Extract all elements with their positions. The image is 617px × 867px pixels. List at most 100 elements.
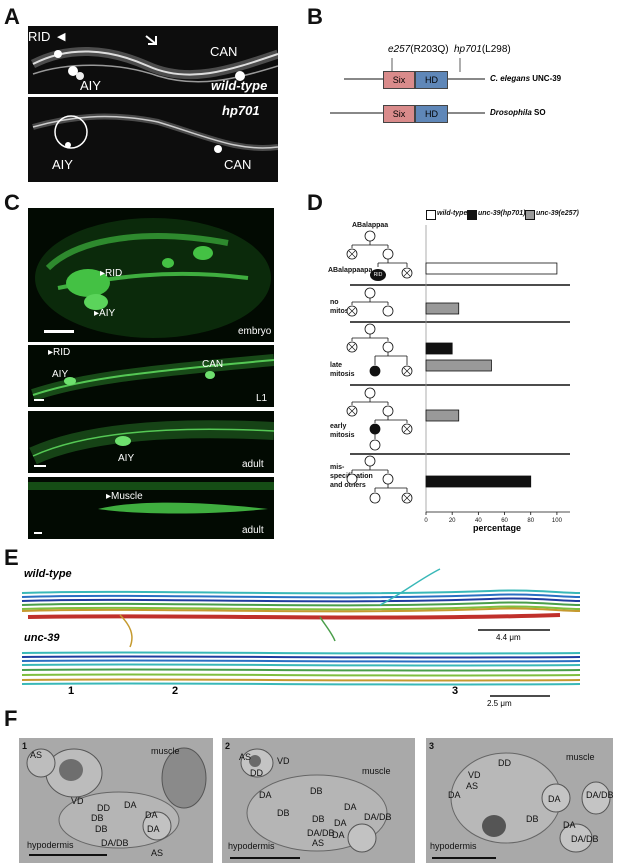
wt-branch-2 xyxy=(319,616,336,642)
l1-fluorescence-image xyxy=(31,354,274,401)
row-no-mitosis: no mitosis xyxy=(330,299,355,315)
tree4-mid xyxy=(382,405,394,417)
wt-axon-5 xyxy=(21,607,581,613)
legend-e257-label: unc-39(e257) xyxy=(536,210,579,217)
lineage-bottom-label: ABalappaapa xyxy=(328,267,373,274)
x-tick-label-40: 40 xyxy=(475,518,482,524)
tree5-bottom xyxy=(369,492,381,504)
scale-bar-adult1 xyxy=(34,465,46,467)
tree2-mid xyxy=(382,305,394,317)
em-2-label-8: DA/DB xyxy=(364,812,392,822)
stage-embryo: embryo xyxy=(238,326,272,337)
x-tick-label-60: 60 xyxy=(501,518,508,524)
em-section-number-2: 2 xyxy=(225,741,231,751)
wt-axon-3 xyxy=(21,601,581,607)
tree4-root xyxy=(364,387,376,399)
label-can: CAN xyxy=(210,44,238,59)
em-section-1 xyxy=(26,747,207,856)
scale-bar-adult2 xyxy=(34,532,42,534)
em-1-label-8: DA xyxy=(147,824,160,834)
em-2-label-5: DB xyxy=(310,786,323,796)
mutation-hp701: hp701(L298) xyxy=(454,44,511,55)
mut-axon-6 xyxy=(21,678,581,682)
em-3-label-9: DA/DB xyxy=(571,834,599,844)
panel-f-em-2: 2 AS VD DD muscle DA DB DB DA DA/DB DB DA DA/DB AS DA h… xyxy=(222,738,415,863)
em-1-label-10: AS xyxy=(151,848,164,858)
scale-4-4um: 4.4 μm xyxy=(496,633,521,642)
legend-e257-swatch xyxy=(525,210,535,220)
panel-label-b: B xyxy=(307,4,323,29)
label-aiy: AIY xyxy=(80,78,101,93)
tree4-black xyxy=(369,423,381,435)
l1-aiy-label: AIY xyxy=(52,369,69,380)
panel-label-a: A xyxy=(4,4,20,29)
panel-a-wildtype-image: RID ◀ CAN AIY wild-type xyxy=(28,26,278,94)
panel-label-e: E xyxy=(4,545,19,570)
section-3-marker: 3 xyxy=(452,685,459,697)
section-2-marker: 2 xyxy=(172,685,179,697)
em-1-label-0: AS xyxy=(30,750,43,760)
em-2-label-4: DA xyxy=(259,790,272,800)
wt-branch-1 xyxy=(119,614,133,648)
em-2-label-9: DB xyxy=(312,814,325,824)
wt-branch-3 xyxy=(379,568,441,606)
em-3-label-6: DA/DB xyxy=(586,790,613,800)
hd-domain-2: HD xyxy=(415,105,448,123)
panel-f-em-3: 3 VD DD muscle AS DA DA DA/DB DB DA DA/DB hypodermi… xyxy=(426,738,613,863)
em-3-label-7: DB xyxy=(526,814,539,824)
rid-cell: RID xyxy=(370,269,386,281)
hp701-neuron-image xyxy=(32,113,278,153)
em-1-label-4: DA xyxy=(124,800,137,810)
adult2-muscle-label: ▸Muscle xyxy=(106,491,143,502)
panel-c-embryo-image: ▸RID ▸AIY embryo xyxy=(28,208,274,342)
stage-adult1: adult xyxy=(242,459,264,470)
tree2-root xyxy=(364,287,376,299)
mut-axon-7 xyxy=(21,682,581,686)
legend-wt-swatch xyxy=(426,210,436,220)
scale-bar-l1 xyxy=(34,399,44,401)
mut-axon-3 xyxy=(21,663,581,667)
x-tick-label-80: 80 xyxy=(527,518,534,524)
adult1-fluorescence-image xyxy=(29,420,274,465)
x-tick-label-100: 100 xyxy=(552,518,563,524)
six-domain-2: Six xyxy=(383,105,415,123)
scale-bar-embryo xyxy=(44,330,74,333)
label-aiy-mutant: AIY xyxy=(52,157,73,172)
panel-label-f: F xyxy=(4,706,18,731)
mut-axon-0 xyxy=(21,651,581,655)
adult2-fluorescence-image xyxy=(28,482,274,514)
panel-c-adult1-image: AIY adult xyxy=(28,411,274,473)
x-tick-label-0: 0 xyxy=(424,518,428,524)
legend-hp701-swatch xyxy=(467,210,477,220)
em-1-label-1: muscle xyxy=(151,746,180,756)
panel-a-hp701-image: hp701 AIY CAN xyxy=(28,97,278,182)
embryo-fluorescence-image xyxy=(35,218,271,338)
mut-axon-4 xyxy=(21,668,581,672)
bar-wild-0 xyxy=(425,262,558,275)
x-tick-label-20: 20 xyxy=(449,518,456,524)
mut-axon-2 xyxy=(21,659,581,663)
em-1-label-9: DA/DB xyxy=(101,838,129,848)
em-2-label-6: DB xyxy=(277,808,290,818)
row-early-mitosis: early mitosis xyxy=(330,423,355,439)
mut-axon-1 xyxy=(21,655,581,659)
bar-e257-1 xyxy=(425,302,460,315)
em-2-label-1: VD xyxy=(277,756,290,766)
em-1-label-5: DA xyxy=(145,810,158,820)
label-unc39-e: unc-39 xyxy=(24,632,60,644)
x-axis-label: percentage xyxy=(473,523,522,533)
label-rid: RID xyxy=(28,29,51,44)
em-3-label-10: hypodermis xyxy=(430,841,477,851)
em-section-2 xyxy=(230,748,388,859)
scale-2-5um: 2.5 μm xyxy=(487,699,512,708)
legend-wt-label: wild-type xyxy=(437,210,468,217)
embryo-rid-label: ▸RID xyxy=(100,268,123,279)
panel-c-adult2-image: ▸Muscle adult xyxy=(28,477,274,539)
tree3-black xyxy=(369,365,381,377)
protein-domain-diagram xyxy=(330,58,485,114)
em-3-label-2: muscle xyxy=(566,752,595,762)
genotype-wildtype: wild-type xyxy=(211,78,268,93)
tree5-left xyxy=(346,473,358,485)
em-2-label-0: AS xyxy=(239,752,252,762)
stage-adult2: adult xyxy=(242,525,264,536)
